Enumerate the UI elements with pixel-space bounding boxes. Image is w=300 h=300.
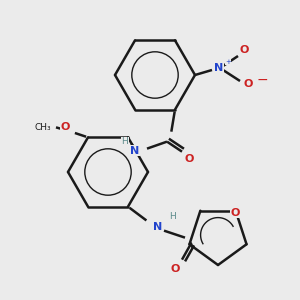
Text: +: + <box>225 59 231 65</box>
Text: O: O <box>239 45 249 55</box>
Text: H: H <box>169 212 176 221</box>
Text: O: O <box>231 208 240 218</box>
Text: O: O <box>184 154 194 164</box>
Text: N: N <box>214 63 224 73</box>
Text: O: O <box>60 122 70 132</box>
Text: H: H <box>122 137 128 146</box>
Text: N: N <box>130 146 140 156</box>
Text: −: − <box>256 73 268 87</box>
Text: N: N <box>153 222 163 232</box>
Text: CH₃: CH₃ <box>35 123 51 132</box>
Text: O: O <box>243 79 253 89</box>
Text: O: O <box>170 264 180 274</box>
